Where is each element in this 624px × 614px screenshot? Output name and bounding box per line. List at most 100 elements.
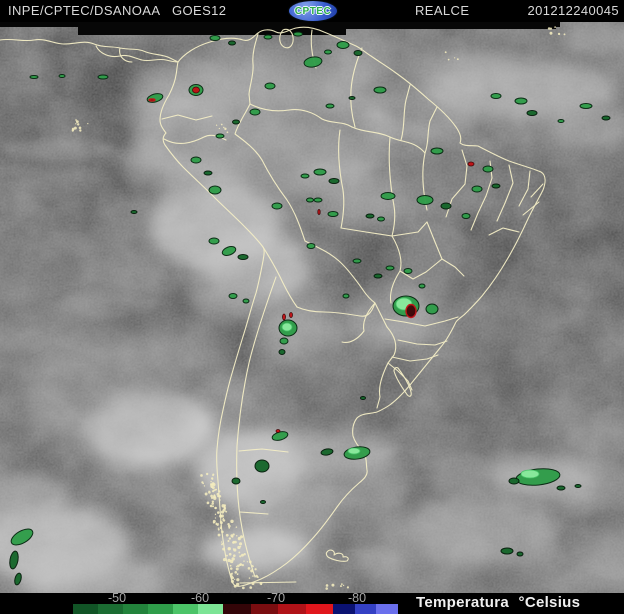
snow-speckle [340, 583, 343, 586]
cptec-logo: CPTEC [289, 1, 337, 21]
snow-speckle [211, 478, 214, 480]
snow-speckle [238, 542, 243, 546]
storm-cell [313, 168, 327, 176]
snow-speckle [208, 491, 211, 494]
snow-speckle [222, 517, 225, 520]
satellite-label: GOES12 [172, 3, 227, 18]
colorbar-segment [148, 604, 173, 614]
snow-speckle [205, 472, 209, 476]
storm-cell [557, 119, 565, 123]
storm-cell [254, 459, 270, 473]
snow-speckle [222, 508, 226, 512]
storm-cell [403, 268, 413, 274]
snow-speckle [234, 571, 238, 574]
storm-cell [203, 170, 213, 176]
storm-cell [336, 41, 350, 49]
snow-speckle [557, 32, 561, 36]
storm-cell [281, 322, 293, 332]
storm-cell [324, 49, 332, 55]
storm-cell [9, 550, 19, 570]
storm-cell [242, 298, 250, 304]
snow-speckle [215, 124, 218, 126]
colorbar-segment [333, 604, 355, 614]
snow-speckle [342, 584, 345, 587]
snow-speckle [211, 486, 215, 489]
snow-speckle [75, 119, 77, 121]
snow-speckle [210, 480, 212, 483]
snow-speckle [239, 555, 242, 558]
grain-noise-layer [0, 22, 624, 593]
snow-speckle [200, 474, 203, 477]
storm-cell [377, 216, 385, 222]
snow-speckle [249, 586, 253, 589]
snow-speckle [79, 129, 82, 132]
snow-speckle [237, 545, 241, 550]
colorbar-tick-label: -70 [266, 591, 286, 605]
storm-cell [500, 547, 514, 555]
colorbar-panel: -50 -60 -70 -80 Temperatura °Celsius [0, 591, 624, 614]
colorbar-segment [98, 604, 123, 614]
snow-speckle [234, 578, 236, 580]
snow-speckle [444, 51, 447, 54]
snow-speckle [212, 473, 215, 476]
storm-cell [215, 133, 225, 139]
storm-cell [405, 303, 417, 319]
snow-speckle [222, 558, 227, 562]
snow-speckle [78, 126, 82, 130]
storm-cell [300, 173, 310, 179]
snow-speckle [206, 501, 210, 505]
snow-speckle [227, 539, 230, 543]
snow-speckle [211, 490, 215, 493]
snow-speckle [456, 58, 459, 61]
snow-speckle [87, 123, 89, 125]
storm-cell [228, 40, 236, 46]
snow-speckle [229, 564, 232, 567]
snow-speckle [214, 513, 217, 516]
noaa-label: NOAA [122, 3, 161, 18]
storm-cell [190, 156, 202, 164]
snow-speckle [219, 499, 221, 501]
snow-speckle [223, 126, 225, 129]
snow-speckle [235, 535, 238, 537]
snow-speckle [232, 548, 235, 550]
central-america-coastline [0, 38, 179, 63]
storm-cell [425, 303, 439, 315]
storm-cell [97, 74, 109, 80]
snow-speckle [237, 564, 240, 568]
snow-speckle [549, 31, 553, 35]
snow-speckle [243, 560, 245, 562]
snow-speckle [209, 483, 213, 486]
snow-speckle [331, 583, 335, 587]
snow-speckle [231, 557, 235, 561]
snow-speckle [549, 27, 553, 30]
snow-speckle [230, 573, 233, 576]
country-borders [0, 26, 546, 587]
product-label: REALCE [415, 3, 470, 18]
snow-speckle [217, 528, 220, 531]
storm-cell [365, 213, 375, 219]
storm-cell [317, 209, 321, 215]
snow-speckle [241, 564, 244, 567]
snow-speckle [260, 583, 263, 586]
colorbar-segment [305, 604, 333, 614]
snow-speckle [211, 500, 215, 503]
snow-speckle [75, 120, 79, 124]
snow-speckle [216, 511, 220, 514]
snow-speckle [547, 27, 551, 30]
snow-speckle [229, 567, 233, 570]
snow-speckle [236, 582, 240, 587]
storm-cells [9, 31, 611, 586]
snow-speckle [76, 123, 80, 126]
snow-speckle [238, 551, 241, 554]
storm-cell [260, 500, 266, 504]
colorbar-title: Temperatura °Celsius [416, 594, 581, 611]
storm-cell [303, 56, 323, 68]
snow-speckle [238, 536, 241, 539]
storm-cell [249, 108, 261, 116]
storm-cell [58, 74, 66, 78]
snow-speckle [232, 533, 235, 536]
storm-cell [264, 82, 276, 90]
snow-speckle [221, 530, 224, 534]
snow-speckle [325, 587, 328, 590]
snow-speckle [563, 33, 566, 36]
